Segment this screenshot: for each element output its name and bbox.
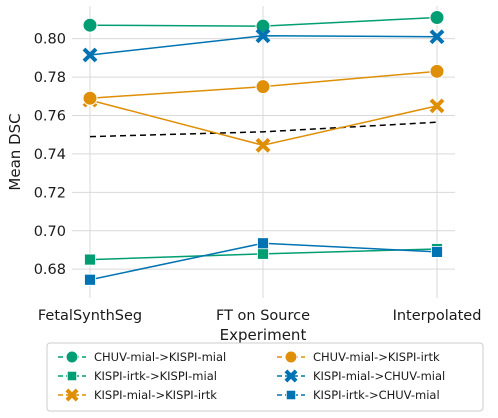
data-point-marker <box>82 90 98 106</box>
data-point-marker <box>429 98 445 114</box>
legend-swatch-marker <box>65 350 79 364</box>
legend-swatch-marker <box>66 370 78 382</box>
legend-label: KISPI-irtk->KISPI-mial <box>94 369 217 383</box>
legend-swatch-marker <box>284 369 298 383</box>
series-group <box>82 63 445 106</box>
data-point-marker <box>255 137 271 153</box>
legend-item: KISPI-mial->KISPI-irtk <box>58 388 217 402</box>
legend-swatch-marker <box>65 388 79 402</box>
y-tick-label: 0.74 <box>34 147 66 163</box>
x-axis-title: Experiment <box>220 326 307 344</box>
data-point-marker <box>257 237 269 250</box>
data-point-marker <box>84 273 96 286</box>
data-point-marker <box>82 47 98 63</box>
legend-label: KISPI-irtk->CHUV-mial <box>313 388 440 402</box>
y-axis-title: Mean DSC <box>6 113 24 190</box>
legend-item: KISPI-irtk->CHUV-mial <box>277 388 440 402</box>
data-point-marker <box>429 29 445 45</box>
y-tick-labels: 0.68 0.70 0.72 0.74 0.76 0.78 0.80 <box>34 32 66 279</box>
legend-label: KISPI-mial->KISPI-irtk <box>94 388 217 402</box>
legend-swatch-marker <box>284 350 298 364</box>
series-group <box>84 237 443 286</box>
legend-label: CHUV-mial->KISPI-mial <box>94 350 226 364</box>
data-point-marker <box>429 10 445 26</box>
series-layer <box>82 10 445 286</box>
data-point-marker <box>429 63 445 79</box>
legend-label: CHUV-mial->KISPI-irtk <box>313 350 440 364</box>
y-tick-label: 0.78 <box>34 70 66 86</box>
legend-label: KISPI-mial->CHUV-mial <box>313 369 445 383</box>
data-point-marker <box>255 28 271 44</box>
legend-swatch-marker <box>285 389 297 401</box>
legend-item: CHUV-mial->KISPI-irtk <box>277 350 440 364</box>
series-group <box>82 28 445 63</box>
legend-frame <box>46 342 484 412</box>
series-group <box>82 10 445 34</box>
x-tick-label: FT on Source <box>216 308 310 324</box>
y-tick-label: 0.80 <box>34 32 66 48</box>
legend: CHUV-mial->KISPI-mial KISPI-irtk->KISPI-m… <box>46 342 484 412</box>
x-tick-label: Interpolated <box>393 308 482 324</box>
data-point-marker <box>255 79 271 95</box>
y-tick-label: 0.72 <box>34 185 66 201</box>
reference-line <box>89 121 438 138</box>
data-point-marker <box>431 245 443 258</box>
x-tick-labels: FetalSynthSeg FT on Source Interpolated <box>38 308 482 324</box>
y-tick-label: 0.68 <box>34 262 66 278</box>
legend-item: KISPI-irtk->KISPI-mial <box>58 369 217 383</box>
data-point-marker <box>257 247 269 260</box>
x-tick-label: FetalSynthSeg <box>38 308 142 324</box>
y-tick-label: 0.76 <box>34 109 66 125</box>
data-point-marker <box>82 17 98 33</box>
data-point-marker <box>84 253 96 266</box>
legend-item: CHUV-mial->KISPI-mial <box>58 350 226 364</box>
y-tick-label: 0.70 <box>34 224 66 240</box>
legend-item: KISPI-mial->CHUV-mial <box>277 369 445 383</box>
